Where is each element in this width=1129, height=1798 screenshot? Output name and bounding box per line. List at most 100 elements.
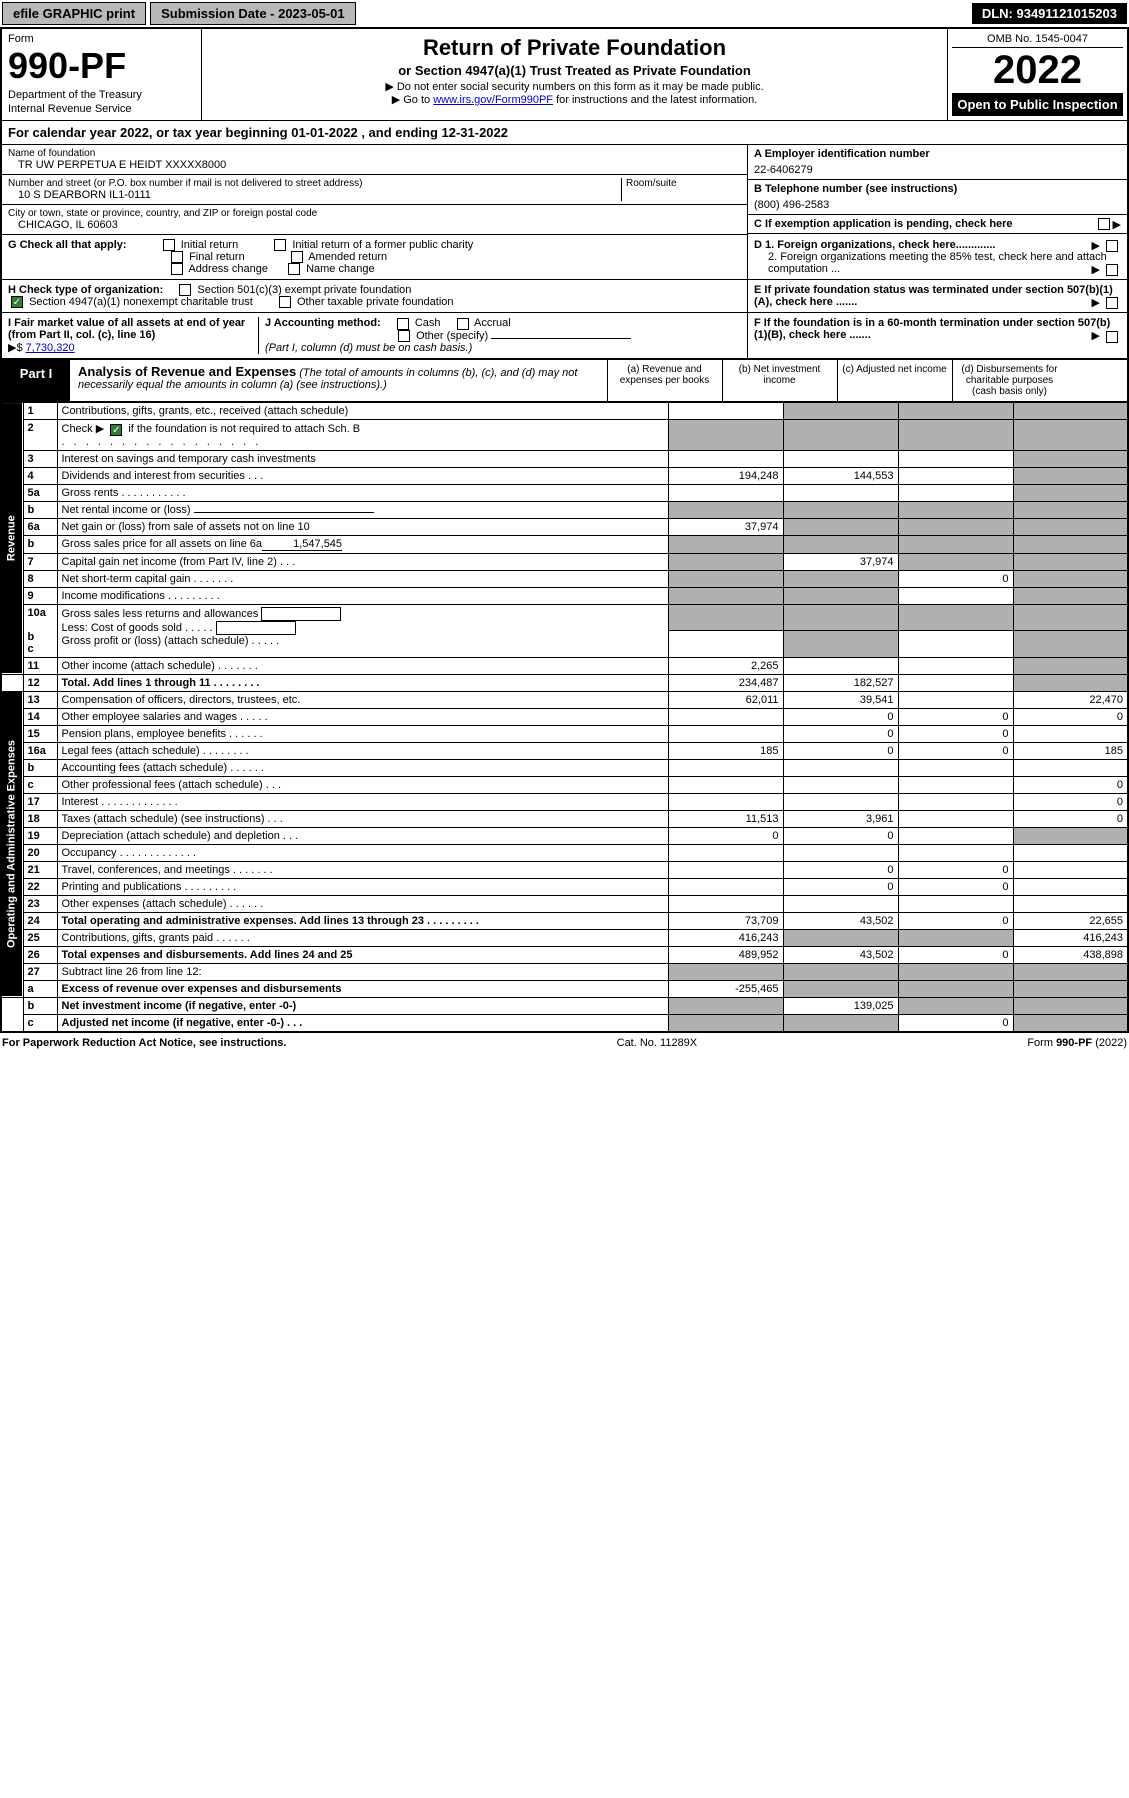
desc-24: Total operating and administrative expen… — [57, 912, 668, 929]
desc-2: Check ▶ if the foundation is not require… — [57, 420, 668, 450]
j-accrual: Accrual — [474, 317, 511, 329]
d1-checkbox[interactable] — [1106, 240, 1118, 252]
schb-checkbox[interactable] — [110, 424, 122, 436]
dln: DLN: 93491121015203 — [972, 3, 1127, 24]
desc-21: Travel, conferences, and meetings . . . … — [57, 861, 668, 878]
i-label: I Fair market value of all assets at end… — [8, 317, 245, 341]
part1-title: Analysis of Revenue and Expenses — [78, 364, 296, 379]
ln-14: 14 — [23, 708, 57, 725]
ln-27: 27 — [23, 963, 57, 980]
f-arrow: ▶ — [1091, 330, 1099, 342]
amt-6a: 37,974 — [668, 518, 783, 535]
amt-11a: 2,265 — [668, 657, 783, 674]
ln-16a: 16a — [23, 742, 57, 759]
ein-value: 22-6406279 — [754, 160, 1121, 176]
col-d-header: (d) Disbursements for charitable purpose… — [952, 360, 1067, 401]
amt-16a-c: 0 — [898, 742, 1013, 759]
g-amended-cb[interactable] — [291, 251, 303, 263]
h-other: Other taxable private foundation — [297, 296, 454, 308]
ln-5b: b — [23, 501, 57, 518]
desc-19: Depreciation (attach schedule) and deple… — [57, 827, 668, 844]
ln-19: 19 — [23, 827, 57, 844]
fmv-value-link[interactable]: 7,730,320 — [26, 342, 75, 354]
j-accrual-cb[interactable] — [457, 318, 469, 330]
g-initial-former-cb[interactable] — [274, 239, 286, 251]
revenue-side-label: Revenue — [1, 403, 23, 674]
j-cash-cb[interactable] — [397, 318, 409, 330]
f-checkbox[interactable] — [1106, 331, 1118, 343]
g-namechange-cb[interactable] — [288, 263, 300, 275]
desc-9: Income modifications . . . . . . . . . — [57, 587, 668, 604]
ln-21: 21 — [23, 861, 57, 878]
h-4947: Section 4947(a)(1) nonexempt charitable … — [29, 296, 253, 308]
g-final-cb[interactable] — [171, 251, 183, 263]
g-final: Final return — [189, 251, 245, 263]
amt-12a: 234,487 — [668, 674, 783, 691]
amt-4b: 144,553 — [783, 467, 898, 484]
desc-15: Pension plans, employee benefits . . . .… — [57, 725, 668, 742]
ln-5a: 5a — [23, 484, 57, 501]
desc-23: Other expenses (attach schedule) . . . .… — [57, 895, 668, 912]
c-checkbox[interactable] — [1098, 218, 1110, 230]
desc-27: Subtract line 26 from line 12: — [57, 963, 668, 980]
amt-24d: 22,655 — [1013, 912, 1128, 929]
amt-18d: 0 — [1013, 810, 1128, 827]
desc-6a: Net gain or (loss) from sale of assets n… — [57, 518, 668, 535]
amt-24b: 43,502 — [783, 912, 898, 929]
desc-25: Contributions, gifts, grants paid . . . … — [57, 929, 668, 946]
ln-27b: b — [23, 997, 57, 1014]
g-label: G Check all that apply: — [8, 239, 127, 251]
irs-link[interactable]: www.irs.gov/Form990PF — [433, 94, 553, 106]
amt-18a: 11,513 — [668, 810, 783, 827]
ln-27a: a — [23, 980, 57, 997]
ln-26: 26 — [23, 946, 57, 963]
desc-4: Dividends and interest from securities .… — [57, 467, 668, 484]
f-label: F If the foundation is in a 60-month ter… — [754, 317, 1110, 341]
amt-18b: 3,961 — [783, 810, 898, 827]
g-addrchange-cb[interactable] — [171, 263, 183, 275]
amt-19b: 0 — [783, 827, 898, 844]
phone-value: (800) 496-2583 — [754, 195, 1121, 211]
amt-26a: 489,952 — [668, 946, 783, 963]
g-initial-cb[interactable] — [163, 239, 175, 251]
h-501c3-cb[interactable] — [179, 284, 191, 296]
amt-14b: 0 — [783, 708, 898, 725]
addr-value: 10 S DEARBORN IL1-0111 — [8, 189, 621, 201]
h-4947-cb[interactable] — [11, 296, 23, 308]
j-other-cb[interactable] — [398, 330, 410, 342]
desc-11: Other income (attach schedule) . . . . .… — [57, 657, 668, 674]
desc-16b: Accounting fees (attach schedule) . . . … — [57, 759, 668, 776]
d1-arrow: ▶ — [1091, 240, 1099, 252]
amt-22c: 0 — [898, 878, 1013, 895]
h-label: H Check type of organization: — [8, 284, 163, 296]
ln-7: 7 — [23, 553, 57, 570]
part1-label: Part I — [2, 360, 70, 401]
ln-17: 17 — [23, 793, 57, 810]
form-label: Form — [8, 33, 195, 45]
desc-18: Taxes (attach schedule) (see instruction… — [57, 810, 668, 827]
amt-15c: 0 — [898, 725, 1013, 742]
ln-4: 4 — [23, 467, 57, 484]
open-public-badge: Open to Public Inspection — [952, 93, 1123, 116]
desc-20: Occupancy . . . . . . . . . . . . . — [57, 844, 668, 861]
amt-14c: 0 — [898, 708, 1013, 725]
calendar-year-row: For calendar year 2022, or tax year begi… — [0, 120, 1129, 145]
ln-13: 13 — [23, 691, 57, 708]
col-b-header: (b) Net investment income — [722, 360, 837, 401]
ln-18: 18 — [23, 810, 57, 827]
form-subtitle: or Section 4947(a)(1) Trust Treated as P… — [208, 63, 941, 78]
col-c-header: (c) Adjusted net income — [837, 360, 952, 401]
h-501c3: Section 501(c)(3) exempt private foundat… — [197, 284, 411, 296]
instr-post: for instructions and the latest informat… — [553, 94, 757, 106]
ln-15: 15 — [23, 725, 57, 742]
d1-label: D 1. Foreign organizations, check here..… — [754, 239, 995, 251]
desc-22: Printing and publications . . . . . . . … — [57, 878, 668, 895]
amt-21b: 0 — [783, 861, 898, 878]
irs: Internal Revenue Service — [8, 103, 195, 115]
d2-checkbox[interactable] — [1106, 264, 1118, 276]
city-label: City or town, state or province, country… — [8, 208, 741, 219]
e-checkbox[interactable] — [1106, 297, 1118, 309]
amt-21c: 0 — [898, 861, 1013, 878]
amt-4a: 194,248 — [668, 467, 783, 484]
h-other-cb[interactable] — [279, 296, 291, 308]
